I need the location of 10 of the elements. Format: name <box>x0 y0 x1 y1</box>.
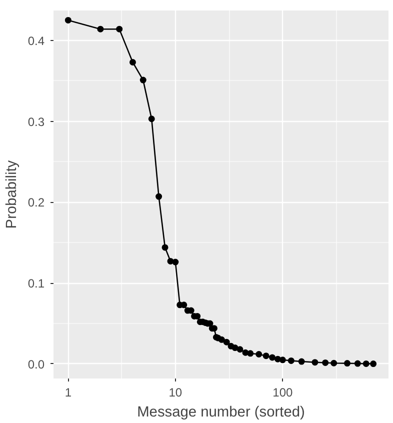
y-tick-label: 0.3 <box>28 114 45 129</box>
x-tick-label: 100 <box>272 386 293 400</box>
y-tick-label: 0.0 <box>28 357 45 372</box>
x-tick-label: 10 <box>168 386 182 400</box>
x-tick-label: 1 <box>64 386 72 400</box>
x-axis-title: Message number (sorted) <box>137 404 305 420</box>
y-tick-label: 0.2 <box>28 196 45 210</box>
y-axis-title: Probability <box>4 160 20 229</box>
y-tick-label: 0.4 <box>28 34 45 48</box>
y-tick-label: 0.1 <box>28 276 45 291</box>
